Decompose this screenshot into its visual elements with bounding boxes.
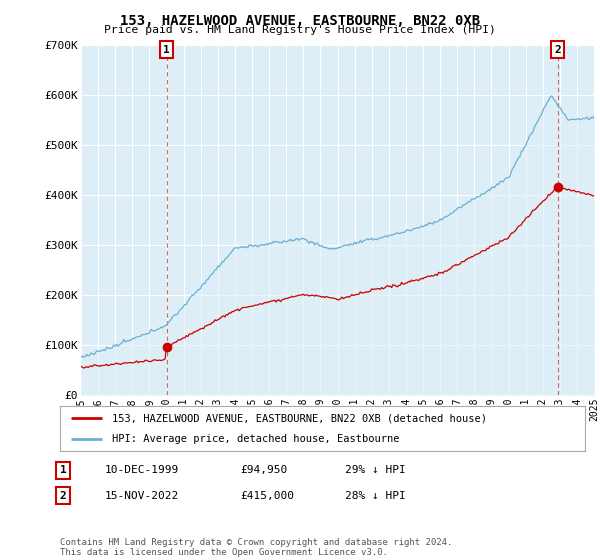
Text: 1: 1 [163, 45, 170, 55]
Text: 28% ↓ HPI: 28% ↓ HPI [345, 491, 406, 501]
Text: Price paid vs. HM Land Registry's House Price Index (HPI): Price paid vs. HM Land Registry's House … [104, 25, 496, 35]
Text: 153, HAZELWOOD AVENUE, EASTBOURNE, BN22 0XB: 153, HAZELWOOD AVENUE, EASTBOURNE, BN22 … [120, 14, 480, 28]
Text: 2: 2 [59, 491, 67, 501]
Text: Contains HM Land Registry data © Crown copyright and database right 2024.
This d: Contains HM Land Registry data © Crown c… [60, 538, 452, 557]
Text: HPI: Average price, detached house, Eastbourne: HPI: Average price, detached house, East… [113, 433, 400, 444]
Text: £415,000: £415,000 [240, 491, 294, 501]
Text: 153, HAZELWOOD AVENUE, EASTBOURNE, BN22 0XB (detached house): 153, HAZELWOOD AVENUE, EASTBOURNE, BN22 … [113, 413, 487, 423]
Text: 15-NOV-2022: 15-NOV-2022 [105, 491, 179, 501]
Text: 29% ↓ HPI: 29% ↓ HPI [345, 465, 406, 475]
Text: £94,950: £94,950 [240, 465, 287, 475]
Text: 1: 1 [59, 465, 67, 475]
Text: 2: 2 [554, 45, 561, 55]
Text: 10-DEC-1999: 10-DEC-1999 [105, 465, 179, 475]
